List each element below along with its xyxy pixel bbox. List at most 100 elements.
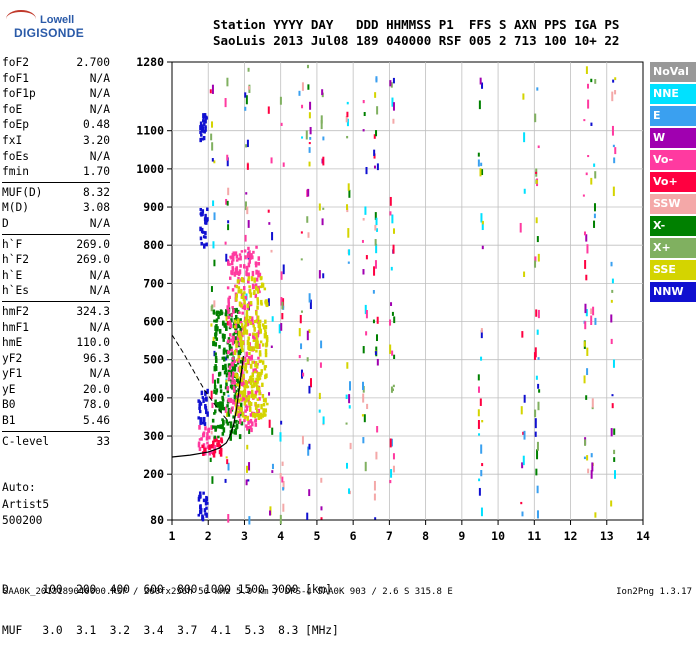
echo-point <box>536 329 539 335</box>
echo-point <box>204 390 207 396</box>
param-row: B0 78.0 <box>2 397 110 413</box>
echo-point <box>373 493 376 501</box>
echo-point <box>229 352 232 356</box>
echo-point <box>225 419 228 424</box>
echo-point <box>590 453 593 458</box>
param-name: foF2 <box>2 56 29 69</box>
echo-point <box>254 261 258 265</box>
echo-point <box>347 228 350 238</box>
echo-point <box>267 106 270 114</box>
echo-point <box>205 116 208 120</box>
echo-point <box>219 451 223 457</box>
echo-point <box>374 92 377 98</box>
echo-point <box>308 112 311 119</box>
echo-point <box>236 394 239 399</box>
echo-point <box>373 165 376 169</box>
echo-point <box>264 365 268 368</box>
echo-point <box>477 420 480 429</box>
echo-point <box>611 278 614 284</box>
echo-point <box>259 328 262 334</box>
echo-point <box>481 463 484 467</box>
echo-point <box>244 295 248 300</box>
echo-point <box>261 323 265 327</box>
echo-point <box>204 127 207 132</box>
echo-point <box>198 438 202 441</box>
echo-point <box>536 510 539 519</box>
echo-point <box>477 374 480 381</box>
echo-point <box>306 216 309 223</box>
echo-point <box>270 157 273 164</box>
echo-point <box>200 241 203 246</box>
echo-point <box>231 288 235 292</box>
echo-point <box>244 255 247 260</box>
param-name: h`F2 <box>2 253 29 267</box>
echo-point <box>248 378 251 382</box>
echo-point <box>610 338 613 345</box>
echo-point <box>226 154 229 161</box>
echo-point <box>348 405 351 409</box>
echo-point <box>200 227 204 234</box>
echo-point <box>202 235 206 239</box>
echo-point <box>247 419 250 425</box>
echo-point <box>267 209 270 213</box>
param-row: h`F2 269.0 <box>2 252 110 268</box>
echo-point <box>239 264 242 268</box>
echo-point <box>198 424 201 430</box>
echo-point <box>246 272 249 277</box>
echo-point <box>590 470 593 479</box>
echo-point <box>306 357 309 362</box>
echo-point <box>206 432 209 437</box>
param-row: fxI 3.20 <box>2 133 110 149</box>
echo-point <box>248 516 251 525</box>
echo-point <box>227 377 231 381</box>
echo-point <box>215 337 219 341</box>
echo-point <box>230 346 233 350</box>
echo-point <box>280 271 283 280</box>
echo-point <box>255 310 258 316</box>
echo-point <box>233 424 236 428</box>
echo-point <box>613 428 616 435</box>
echo-point <box>201 421 205 425</box>
echo-point <box>199 125 202 131</box>
echo-point <box>198 403 201 409</box>
echo-point <box>241 393 244 398</box>
y-tick-label: 1280 <box>136 55 164 69</box>
echo-point <box>225 356 228 361</box>
echo-point <box>365 310 368 319</box>
echo-point <box>225 456 228 459</box>
echo-point <box>245 397 248 403</box>
param-value: 2.700 <box>76 56 110 69</box>
echo-point <box>231 266 234 272</box>
echo-point <box>257 272 260 278</box>
echo-point <box>280 323 283 331</box>
echo-point <box>346 135 349 139</box>
echo-point <box>237 279 240 283</box>
echo-point <box>536 485 539 494</box>
echo-point <box>479 77 482 85</box>
echo-point <box>228 263 231 266</box>
echo-point <box>247 356 251 361</box>
echo-point <box>261 413 265 418</box>
echo-point <box>238 269 242 274</box>
echo-point <box>279 514 282 525</box>
param-row: yF1 N/A <box>2 366 110 382</box>
echo-point <box>214 391 218 395</box>
echo-point <box>229 323 232 329</box>
echo-point <box>215 438 218 442</box>
echo-point <box>390 82 393 88</box>
echo-point <box>245 267 249 271</box>
echo-point <box>198 409 202 414</box>
echo-point <box>247 276 251 279</box>
echo-point <box>227 297 230 303</box>
echo-point <box>257 408 261 413</box>
echo-point <box>239 359 243 364</box>
echo-point <box>260 299 263 305</box>
param-value: N/A <box>89 87 110 101</box>
echo-point <box>270 249 273 253</box>
echo-point <box>389 211 392 216</box>
echo-point <box>210 430 213 435</box>
echo-point <box>250 389 254 394</box>
echo-point <box>282 264 285 275</box>
echo-point <box>245 383 249 389</box>
muf-row: MUF 3.0 3.1 3.2 3.4 3.7 4.1 5.3 8.3 [MHz… <box>2 623 339 637</box>
